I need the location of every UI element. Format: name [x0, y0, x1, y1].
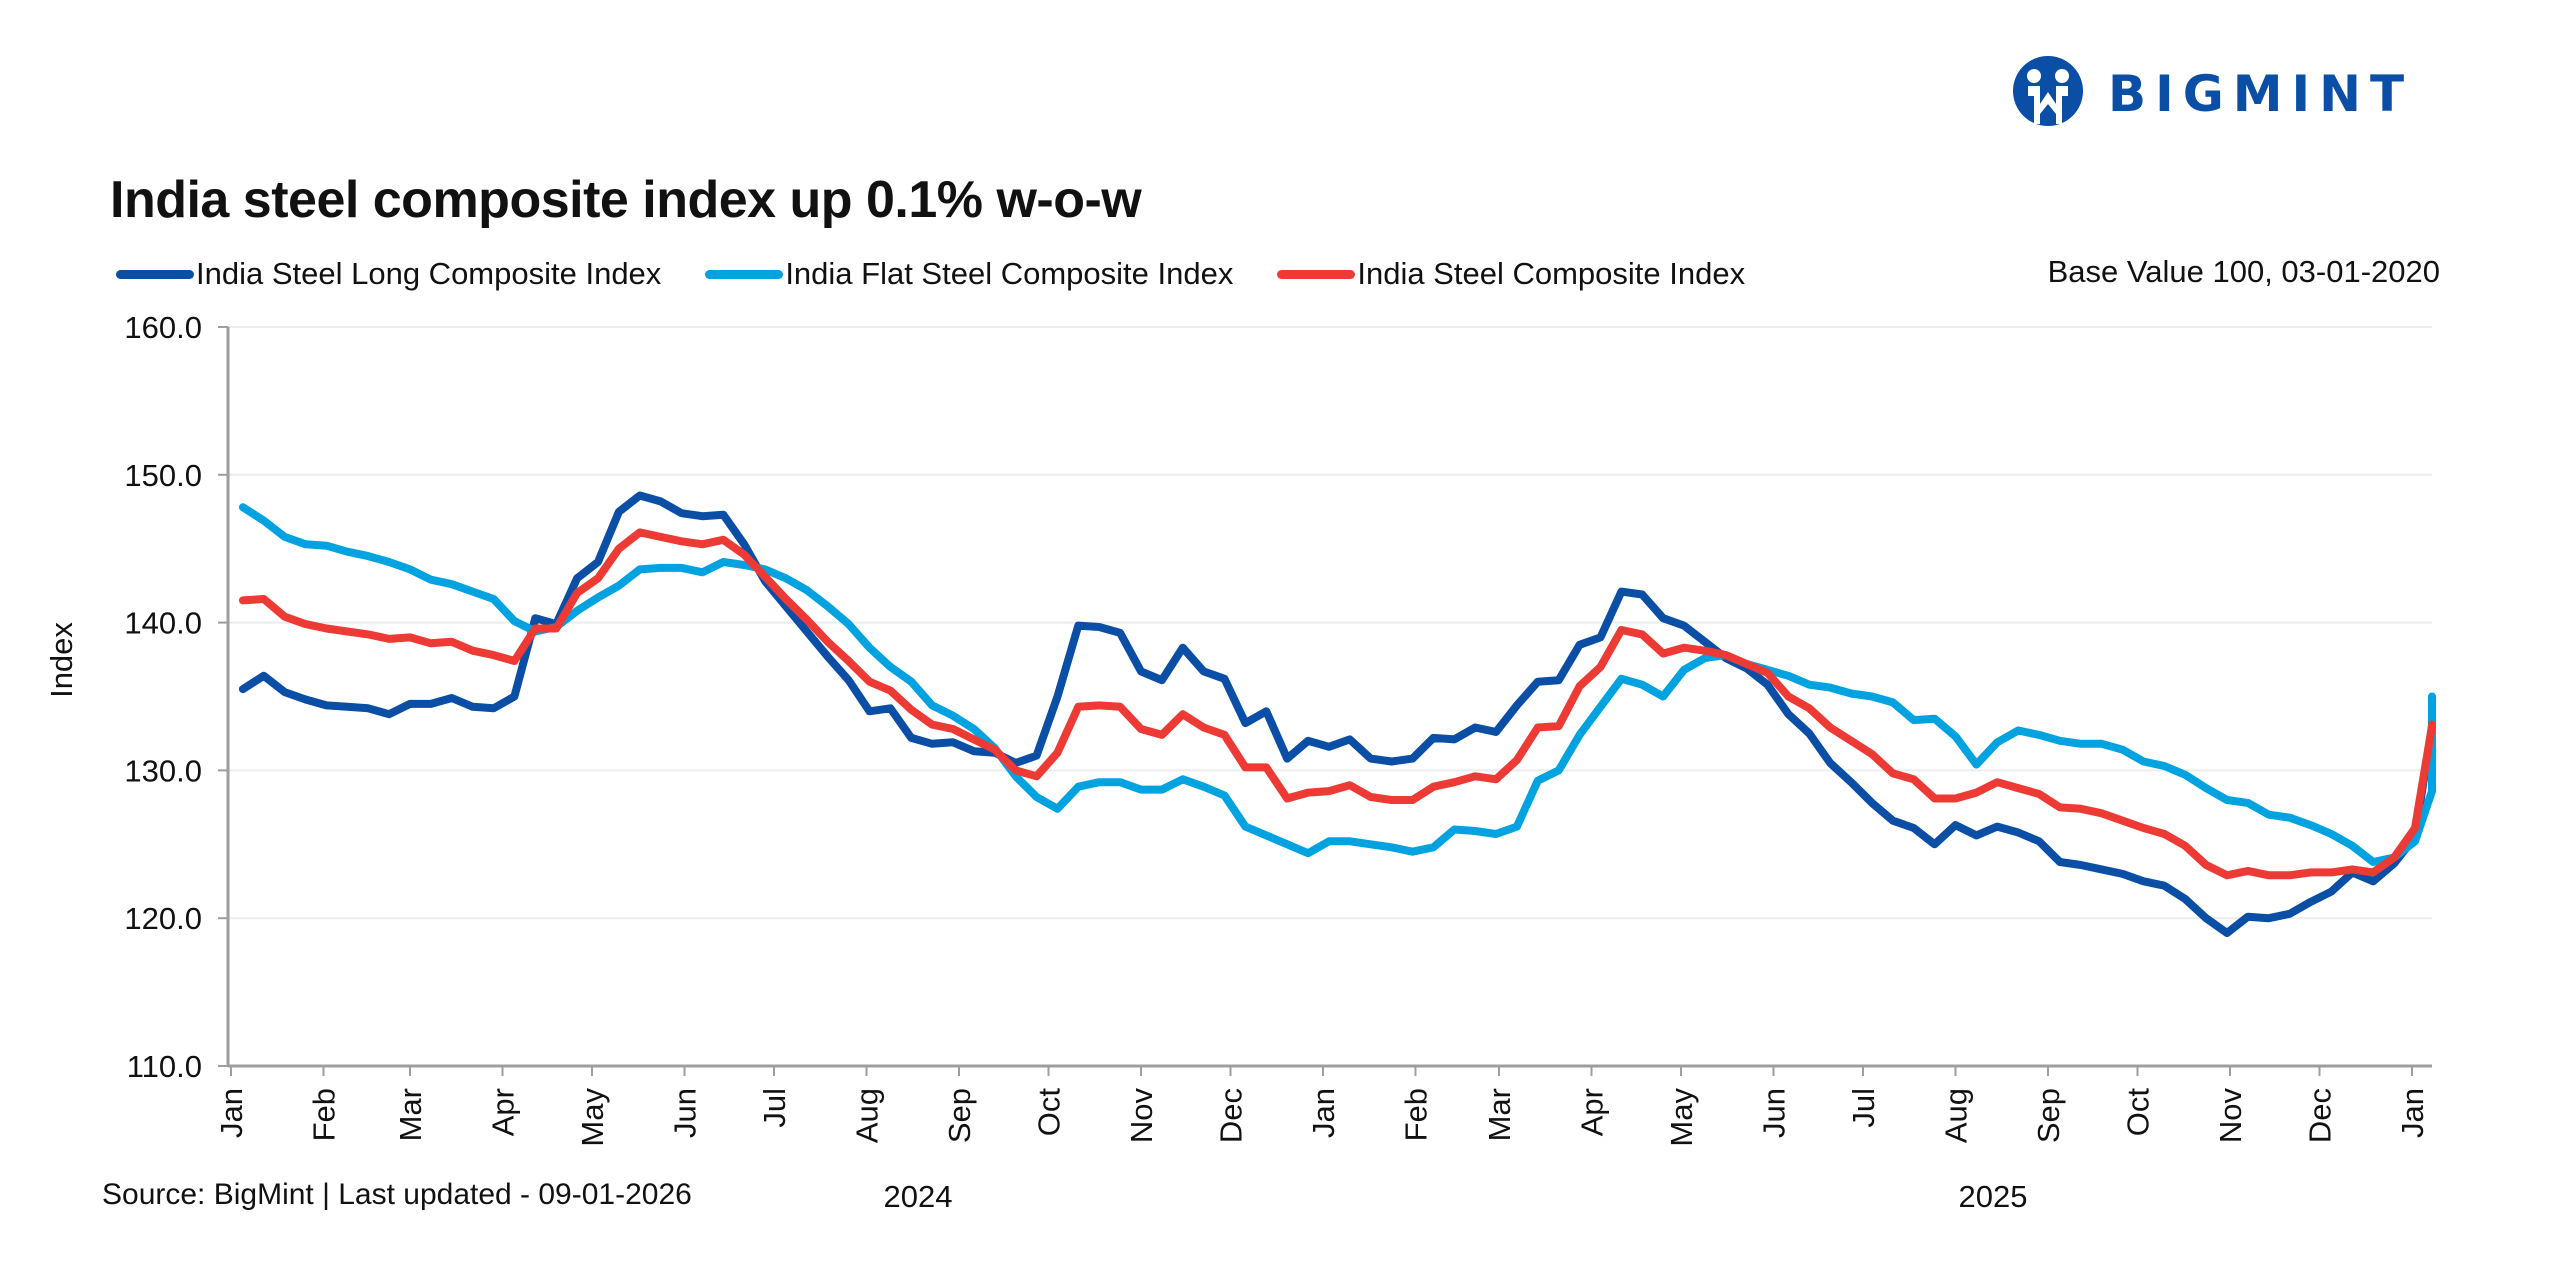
y-axis-label: Index	[44, 622, 79, 698]
x-tick-label: Jun	[1757, 1088, 1792, 1138]
legend-item-composite[interactable]: India Steel Composite Index	[1277, 256, 1745, 292]
legend-label-long: India Steel Long Composite Index	[196, 256, 662, 291]
x-tick-label: Mar	[393, 1088, 428, 1141]
series-line-flat[interactable]	[238, 503, 2436, 866]
legend-swatch-long	[116, 269, 194, 279]
chart-title: India steel composite index up 0.1% w-o-…	[110, 171, 1142, 229]
x-tick-label: Jul	[1846, 1088, 1881, 1128]
y-tick-label: 120.0	[124, 901, 202, 936]
x-tick-label: Mar	[1482, 1088, 1517, 1141]
x-tick-label: Feb	[306, 1088, 341, 1141]
x-tick-label: Oct	[1032, 1088, 1067, 1137]
legend-item-long[interactable]: India Steel Long Composite Index	[116, 256, 661, 292]
x-tick-label: Sep	[2031, 1088, 2066, 1143]
year-label: 2025	[1959, 1179, 2028, 1214]
gridlines	[228, 326, 2432, 920]
x-tick-label: Sep	[942, 1088, 977, 1143]
x-tick-label: May	[575, 1088, 610, 1147]
series-line-composite[interactable]	[238, 528, 2436, 880]
base-value-note: Base Value 100, 03-01-2020	[2047, 254, 2440, 289]
series-line-long[interactable]	[238, 491, 2436, 937]
y-tick-label: 130.0	[124, 753, 202, 788]
x-tick-label: Oct	[2121, 1088, 2156, 1137]
bigmint-logo: BIGMINT	[2012, 56, 2444, 126]
x-tick-label: Nov	[2213, 1088, 2248, 1144]
y-tick-label: 150.0	[124, 458, 202, 493]
y-tick-label: 140.0	[124, 606, 202, 641]
legend-swatch-composite	[1277, 269, 1356, 279]
x-tick-label: Jun	[668, 1088, 703, 1138]
chart-legend: India Steel Long Composite Index India F…	[116, 254, 1789, 294]
x-tick-label: Dec	[2303, 1088, 2338, 1143]
bigmint-logo-icon	[2013, 56, 2083, 126]
x-tick-label: Apr	[1575, 1088, 1610, 1136]
x-tick-label: Aug	[1939, 1088, 1974, 1143]
x-tick-label: Nov	[1124, 1088, 1159, 1144]
legend-swatch-flat	[705, 269, 784, 279]
x-tick-label: Aug	[850, 1088, 885, 1143]
x-tick-label: Jan	[214, 1088, 249, 1138]
y-tick-label: 160.0	[124, 310, 202, 345]
x-tick-label: Jan	[2395, 1088, 2430, 1138]
legend-item-flat[interactable]: India Flat Steel Composite Index	[705, 256, 1233, 292]
brand-wordmark: BIGMINT	[2108, 65, 2413, 123]
legend-label-flat: India Flat Steel Composite Index	[785, 256, 1234, 291]
series-lines	[238, 491, 2436, 937]
x-axis-ticks: Jan Feb Mar Apr May Jun Jul Aug Sep Oct Nov Dec Jan F…	[214, 1066, 2430, 1214]
year-label: 2024	[884, 1179, 953, 1214]
y-tick-label: 110.0	[127, 1049, 202, 1084]
x-tick-label: May	[1664, 1088, 1699, 1147]
x-tick-label: Feb	[1398, 1088, 1433, 1141]
legend-label-composite: India Steel Composite Index	[1357, 256, 1746, 291]
x-tick-label: Apr	[486, 1088, 521, 1136]
x-tick-label: Jul	[757, 1088, 792, 1128]
axes	[226, 327, 2432, 1068]
source-note: Source: BigMint | Last updated - 09-01-2…	[102, 1178, 692, 1211]
y-axis-ticks: 110.0 120.0 130.0 140.0 150.0 160.0	[124, 310, 228, 1084]
x-tick-label: Dec	[1214, 1088, 1249, 1143]
x-tick-label: Jan	[1306, 1088, 1341, 1138]
